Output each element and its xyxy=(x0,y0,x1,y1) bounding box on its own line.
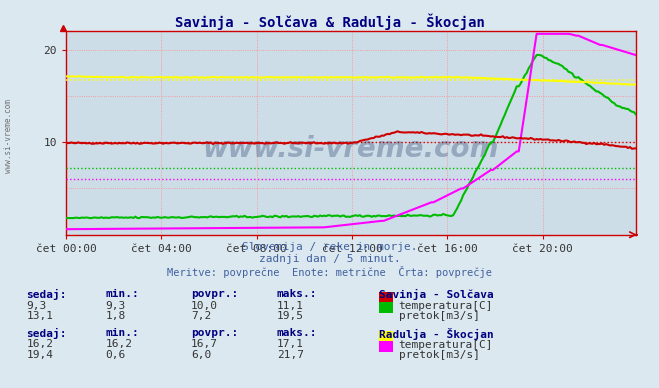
Text: Savinja - Solčava: Savinja - Solčava xyxy=(379,289,494,300)
Text: Radulja - Škocjan: Radulja - Škocjan xyxy=(379,328,494,340)
Text: min.:: min.: xyxy=(105,328,139,338)
Text: 16,7: 16,7 xyxy=(191,340,218,350)
Text: 21,7: 21,7 xyxy=(277,350,304,360)
Text: 1,8: 1,8 xyxy=(105,311,126,321)
Text: 9,3: 9,3 xyxy=(105,301,126,311)
Text: temperatura[C]: temperatura[C] xyxy=(399,301,493,311)
Text: pretok[m3/s]: pretok[m3/s] xyxy=(399,311,480,321)
Text: 19,5: 19,5 xyxy=(277,311,304,321)
Text: 19,4: 19,4 xyxy=(26,350,53,360)
Text: 10,0: 10,0 xyxy=(191,301,218,311)
Text: Savinja - Solčava & Radulja - Škocjan: Savinja - Solčava & Radulja - Škocjan xyxy=(175,14,484,30)
Text: temperatura[C]: temperatura[C] xyxy=(399,340,493,350)
Text: 17,1: 17,1 xyxy=(277,340,304,350)
Text: povpr.:: povpr.: xyxy=(191,328,239,338)
Text: maks.:: maks.: xyxy=(277,289,317,299)
Text: Meritve: povprečne  Enote: metrične  Črta: povprečje: Meritve: povprečne Enote: metrične Črta:… xyxy=(167,266,492,278)
Text: zadnji dan / 5 minut.: zadnji dan / 5 minut. xyxy=(258,254,401,264)
Text: 16,2: 16,2 xyxy=(105,340,132,350)
Text: Slovenija / reke in morje.: Slovenija / reke in morje. xyxy=(242,242,417,253)
Text: 9,3: 9,3 xyxy=(26,301,47,311)
Text: maks.:: maks.: xyxy=(277,328,317,338)
Text: sedaj:: sedaj: xyxy=(26,328,67,339)
Text: min.:: min.: xyxy=(105,289,139,299)
Text: sedaj:: sedaj: xyxy=(26,289,67,300)
Text: 11,1: 11,1 xyxy=(277,301,304,311)
Text: www.si-vreme.com: www.si-vreme.com xyxy=(4,99,13,173)
Text: 7,2: 7,2 xyxy=(191,311,212,321)
Text: pretok[m3/s]: pretok[m3/s] xyxy=(399,350,480,360)
Text: 16,2: 16,2 xyxy=(26,340,53,350)
Text: 6,0: 6,0 xyxy=(191,350,212,360)
Text: www.si-vreme.com: www.si-vreme.com xyxy=(203,135,499,163)
Text: 0,6: 0,6 xyxy=(105,350,126,360)
Text: povpr.:: povpr.: xyxy=(191,289,239,299)
Text: 13,1: 13,1 xyxy=(26,311,53,321)
